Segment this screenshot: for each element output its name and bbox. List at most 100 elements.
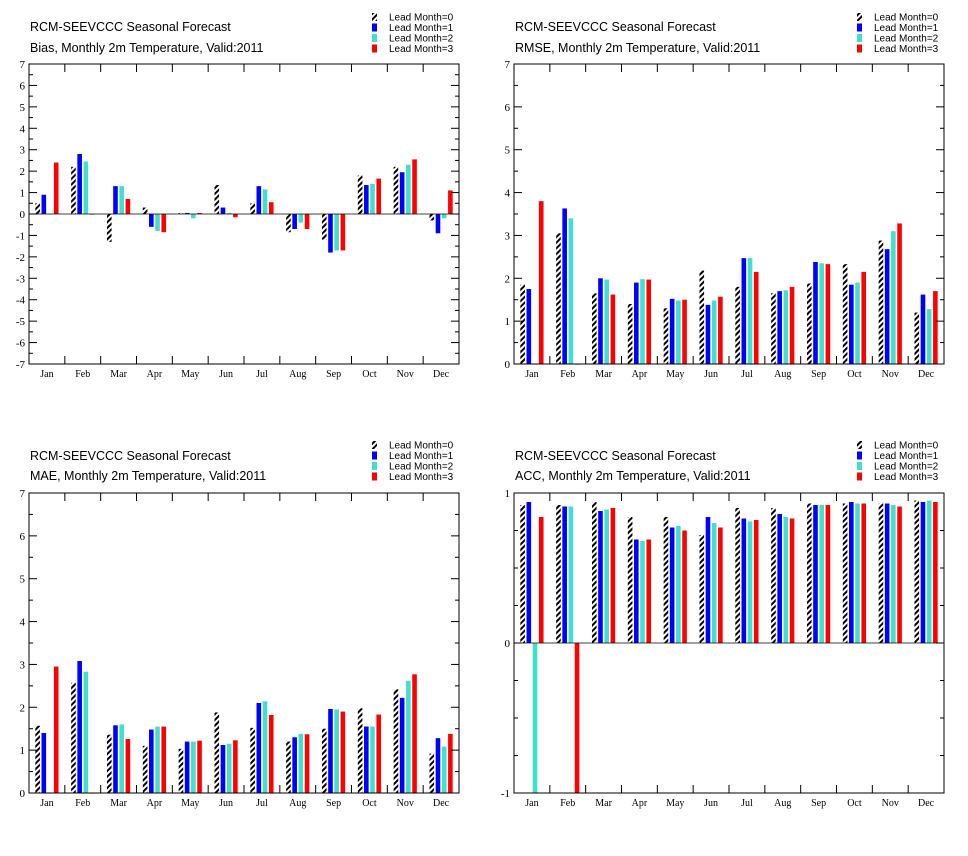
y-tick-label: -1	[501, 788, 510, 800]
bar-may-series-2	[191, 214, 196, 219]
bar-dec-series-1	[435, 738, 441, 793]
bar-dec-series-3	[448, 190, 453, 214]
bar-nov-series-3	[412, 674, 417, 793]
bar-feb-series-1	[77, 661, 82, 793]
chart-title: RCM-SEEVCCC Seasonal Forecast	[515, 449, 716, 463]
bar-feb-series-2	[83, 671, 89, 793]
bar-aug-series-2	[298, 214, 304, 223]
x-tick-label-mar: Mar	[595, 798, 612, 809]
x-tick-label-sep: Sep	[811, 369, 826, 380]
legend-label: Lead Month=0	[389, 441, 454, 452]
y-tick-label: 4	[20, 617, 26, 629]
x-tick-label-may: May	[666, 798, 684, 809]
x-tick-label-jul: Jul	[741, 798, 753, 809]
bar-aug-series-1	[777, 514, 782, 643]
bar-nov-series-0	[393, 689, 399, 793]
bar-jan-series-1	[41, 733, 47, 793]
bar-jul-series-3	[753, 271, 759, 364]
bar-feb-series-3	[574, 643, 580, 793]
bar-sep-series-0	[806, 283, 812, 364]
bar-nov-series-0	[878, 240, 884, 364]
bar-jun-series-3	[233, 214, 238, 218]
x-tick-label-feb: Feb	[75, 369, 90, 380]
bar-feb-series-1	[562, 208, 567, 364]
bar-apr-series-2	[640, 279, 645, 364]
y-tick-label: 6	[20, 531, 26, 543]
bar-jan-series-0	[520, 284, 525, 364]
bar-aug-series-2	[298, 733, 304, 793]
x-tick-label-may: May	[181, 798, 199, 809]
bar-jan-series-0	[520, 505, 525, 643]
bar-mar-series-2	[119, 186, 124, 214]
y-tick-label: 0	[505, 359, 511, 371]
x-tick-label-jun: Jun	[219, 369, 233, 380]
legend-swatch	[857, 451, 862, 460]
x-tick-label-aug: Aug	[774, 798, 791, 809]
x-tick-label-feb: Feb	[560, 369, 575, 380]
bar-nov-series-2	[891, 505, 896, 643]
legend-label: Lead Month=0	[874, 13, 939, 24]
chart-subtitle: RMSE, Monthly 2m Temperature, Valid:2011	[515, 41, 760, 55]
bar-aug-series-0	[771, 293, 776, 364]
bar-sep-series-0	[321, 214, 327, 240]
x-tick-label-aug: Aug	[774, 369, 791, 380]
bar-apr-series-1	[634, 282, 639, 364]
bar-jun-series-0	[699, 535, 705, 643]
bar-nov-series-2	[891, 231, 896, 364]
legend-swatch	[857, 472, 862, 481]
x-tick-label-feb: Feb	[75, 798, 90, 809]
y-tick-label: 7	[505, 59, 511, 71]
bar-may-series-0	[178, 748, 184, 793]
bar-apr-series-0	[142, 745, 148, 793]
bar-jun-series-2	[711, 523, 717, 643]
bar-feb-series-1	[562, 506, 567, 643]
bar-jul-series-1	[741, 518, 747, 643]
bar-dec-series-3	[933, 291, 938, 364]
y-tick-label: 6	[20, 80, 26, 92]
bar-nov-series-3	[897, 223, 902, 364]
bar-jul-series-1	[741, 258, 747, 364]
bar-dec-series-1	[920, 502, 926, 643]
bar-may-series-3	[197, 740, 202, 793]
bar-aug-series-1	[777, 291, 782, 364]
bar-sep-series-2	[819, 263, 824, 364]
bar-jun-series-3	[718, 296, 723, 364]
bar-feb-series-2	[568, 218, 574, 364]
y-tick-label: 5	[20, 574, 26, 586]
y-tick-label: 4	[505, 188, 511, 200]
x-tick-label-sep: Sep	[811, 798, 826, 809]
x-tick-label-dec: Dec	[433, 369, 450, 380]
bar-oct-series-0	[842, 264, 848, 364]
y-tick-label: 2	[20, 702, 26, 714]
bar-nov-series-3	[897, 506, 902, 643]
bar-dec-series-3	[933, 502, 938, 643]
bar-may-series-1	[669, 527, 675, 643]
legend-swatch	[857, 44, 862, 53]
legend-label: Lead Month=1	[389, 23, 454, 34]
x-tick-label-apr: Apr	[147, 369, 163, 380]
bar-mar-series-3	[125, 199, 131, 214]
bar-oct-series-3	[861, 271, 867, 364]
bar-sep-series-1	[813, 262, 818, 364]
bar-nov-series-1	[884, 503, 890, 643]
x-tick-label-jan: Jan	[40, 369, 53, 380]
bar-sep-series-1	[328, 709, 333, 793]
bar-may-series-1	[184, 741, 190, 793]
legend-label: Lead Month=3	[874, 44, 939, 55]
y-tick-label: 0	[505, 638, 511, 650]
bar-jan-series-2	[532, 643, 538, 793]
bar-jun-series-3	[233, 740, 238, 793]
y-tick-label: 5	[20, 102, 26, 114]
bar-apr-series-1	[634, 539, 639, 643]
bar-sep-series-3	[340, 214, 346, 251]
x-tick-label-jul: Jul	[256, 369, 268, 380]
y-tick-label: 7	[20, 59, 26, 71]
bar-apr-series-2	[640, 541, 645, 643]
bar-oct-series-2	[855, 503, 860, 643]
bar-jan-series-3	[53, 162, 59, 214]
bar-nov-series-3	[412, 159, 417, 214]
bar-dec-series-0	[914, 500, 920, 643]
x-tick-label-oct: Oct	[847, 369, 862, 380]
bar-mar-series-3	[125, 739, 131, 793]
